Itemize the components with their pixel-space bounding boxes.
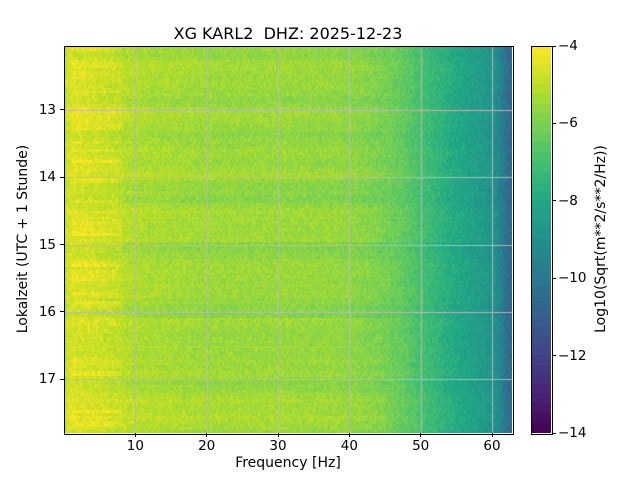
- colorbar-tick-label: −4: [558, 38, 578, 54]
- y-tick-mark: [59, 109, 64, 111]
- colorbar-tick-mark: [551, 432, 556, 434]
- chart-title: XG KARL2 DHZ: 2025-12-23: [173, 24, 403, 43]
- x-tick-label: 50: [412, 438, 430, 454]
- x-tick-mark: [348, 433, 350, 437]
- y-tick-label: 13: [38, 101, 56, 118]
- x-tick-label: 10: [126, 438, 144, 454]
- x-tick-label: 60: [483, 438, 501, 454]
- colorbar-tick-mark: [551, 355, 556, 357]
- x-tick-mark: [206, 433, 208, 437]
- x-tick-mark: [491, 433, 493, 437]
- y-tick-mark: [59, 244, 64, 246]
- colorbar-axis-label: Log10(Sqrt(m**2/s**2/Hz)): [593, 145, 609, 333]
- y-tick-mark: [59, 311, 64, 313]
- colorbar: [531, 46, 551, 433]
- x-tick-label: 30: [269, 438, 287, 454]
- colorbar-tick-mark: [551, 277, 556, 279]
- y-tick-label: 15: [38, 236, 56, 253]
- x-tick-mark: [277, 433, 279, 437]
- y-tick-label: 14: [38, 169, 56, 186]
- y-tick-label: 16: [38, 303, 56, 320]
- colorbar-tick-mark: [551, 45, 556, 47]
- x-tick-mark: [134, 433, 136, 437]
- y-tick-label: 17: [38, 371, 56, 388]
- colorbar-tick-label: −14: [558, 425, 587, 441]
- colorbar-tick-mark: [551, 200, 556, 202]
- x-tick-label: 40: [340, 438, 358, 454]
- colorbar-tick-label: −8: [558, 192, 578, 209]
- y-tick-mark: [59, 378, 64, 380]
- colorbar-tick-label: −6: [558, 115, 578, 132]
- x-tick-label: 20: [198, 438, 216, 454]
- x-tick-mark: [420, 433, 422, 437]
- colorbar-tick-mark: [551, 122, 556, 124]
- y-tick-mark: [59, 176, 64, 178]
- colorbar-tick-label: −10: [558, 270, 587, 287]
- spectrogram-heatmap: [64, 46, 512, 433]
- colorbar-tick-label: −12: [558, 347, 587, 364]
- x-axis-label: Frequency [Hz]: [235, 455, 341, 471]
